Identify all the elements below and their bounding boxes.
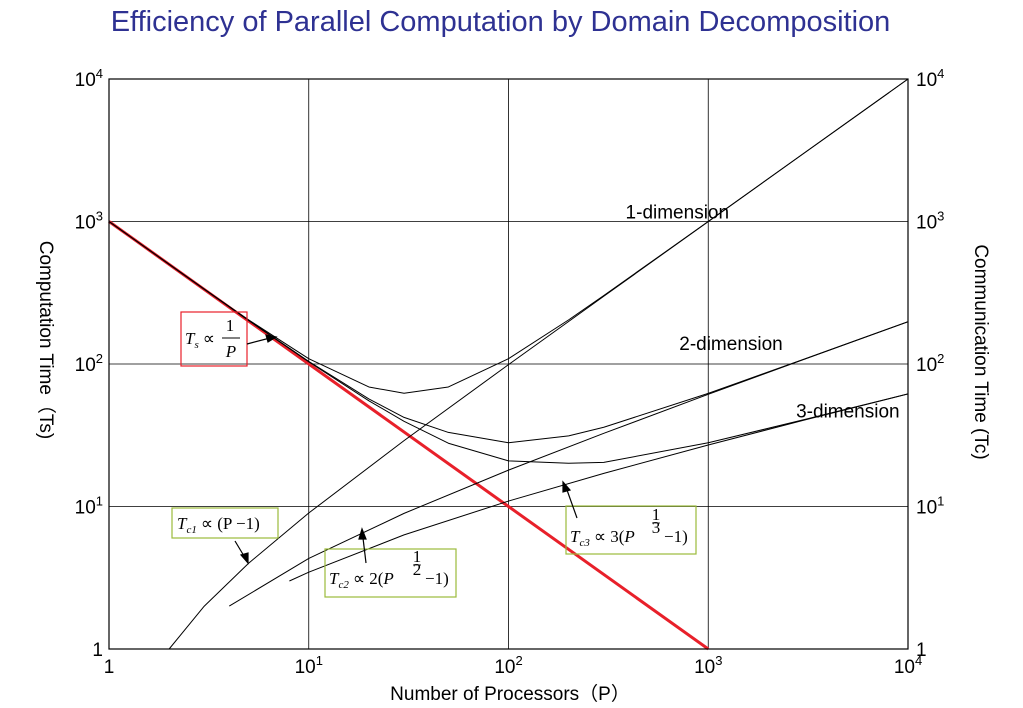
arrow-tc3 [566, 489, 578, 519]
y-axis-label-left: Computation Time（Ts) [35, 241, 57, 440]
formula-tc3-T: T [570, 527, 581, 546]
series-label: 2-dimension [679, 334, 783, 355]
formula-tc3-pre: ∝ 3( [594, 527, 625, 546]
formula-tc1-box [171, 507, 279, 539]
formula-tc1-T: T [177, 514, 188, 533]
pointer-arrows [234, 334, 578, 565]
x-tick-label: 102 [494, 653, 522, 678]
formula-tc2-box [324, 548, 457, 598]
arrowhead-tc1 [239, 552, 249, 565]
y-tick-label-right: 102 [916, 351, 944, 376]
formula-ts: Ts ∝ 1 P [180, 311, 248, 367]
formula-tc3-exp-den: 3 [652, 518, 661, 537]
formula-tc2-pre: ∝ 2( [353, 569, 384, 588]
arrow-tc1 [234, 540, 245, 557]
formula-tc2-sub: c2 [338, 579, 349, 591]
y-axis-label-right: Communication Time (Tc) [970, 244, 991, 459]
formula-ts-prop: ∝ [203, 329, 215, 348]
y-tick-label-left: 1 [92, 640, 103, 661]
series-line-3-dimension [108, 221, 909, 464]
formula-tc1: Tc1 ∝ (P −1) [171, 507, 279, 539]
arrow-tc2 [362, 537, 367, 564]
arrow-ts [246, 337, 271, 345]
formula-ts-num: 1 [226, 316, 235, 335]
x-tick-label: 103 [694, 653, 722, 678]
formula-tc2-exp-den: 2 [413, 560, 422, 579]
formula-ts-box [180, 311, 248, 367]
chart-title: Efficiency of Parallel Computation by Do… [110, 6, 891, 38]
arrowhead-tc3 [562, 480, 572, 493]
svg-text:Tc2∝ 2(P: Tc2 ∝ 2(P [329, 569, 394, 591]
arrowhead-ts [265, 334, 278, 343]
formula-tc3: Tc3 ∝ 3(P 1 3 −1) [565, 505, 697, 555]
formula-tc3-post: −1) [664, 527, 688, 546]
x-axis-label: Number of Processors（P） [390, 683, 630, 705]
plot-border [108, 78, 909, 650]
formula-tc1-rest: ∝ (P −1) [201, 514, 260, 533]
formula-tc2-P: P [382, 569, 393, 588]
formula-tc2-T: T [329, 569, 340, 588]
svg-text:Tc1∝ (P −1): Tc1 ∝ (P −1) [177, 514, 260, 536]
svg-text:Tc3∝ 3(P: Tc3 ∝ 3(P [570, 527, 635, 549]
y-tick-label-right: 104 [916, 66, 944, 91]
y-tick-label-right: 103 [916, 209, 944, 234]
formula-ts-den: P [225, 342, 236, 361]
formula-tc2-exp-num: 1 [413, 547, 422, 566]
formula-tc1-sub: c1 [186, 524, 196, 536]
x-tick-label: 104 [894, 653, 922, 678]
y-tick-label-left: 103 [75, 209, 103, 234]
svg-text:Ts∝: Ts ∝ [185, 329, 215, 351]
plot-frame [108, 78, 909, 650]
formula-ts-T: T [185, 329, 196, 348]
series-labels: 1-dimension 2-dimension 3-dimension [626, 202, 900, 422]
formula-tc3-box [565, 505, 697, 555]
x-tick-label: 1 [104, 657, 115, 678]
series-label: 3-dimension [796, 402, 900, 423]
formula-tc2-post: −1) [425, 569, 449, 588]
series-label: 1-dimension [626, 202, 730, 223]
arrowhead-tc2 [358, 527, 367, 540]
x-tick-label: 101 [295, 653, 323, 678]
y-tick-label-left: 102 [75, 351, 103, 376]
formula-tc3-exp-num: 1 [652, 505, 661, 524]
formula-tc3-sub: c3 [579, 537, 590, 549]
y-tick-label-left: 104 [75, 66, 103, 91]
y-tick-label-left: 101 [75, 494, 103, 519]
formula-tc3-P: P [623, 527, 634, 546]
formula-ts-sub: s [194, 339, 198, 351]
y-tick-label-right: 1 [916, 640, 927, 661]
formula-tc2: Tc2 ∝ 2(P 1 2 −1) [324, 547, 457, 598]
y-tick-label-right: 101 [916, 494, 944, 519]
